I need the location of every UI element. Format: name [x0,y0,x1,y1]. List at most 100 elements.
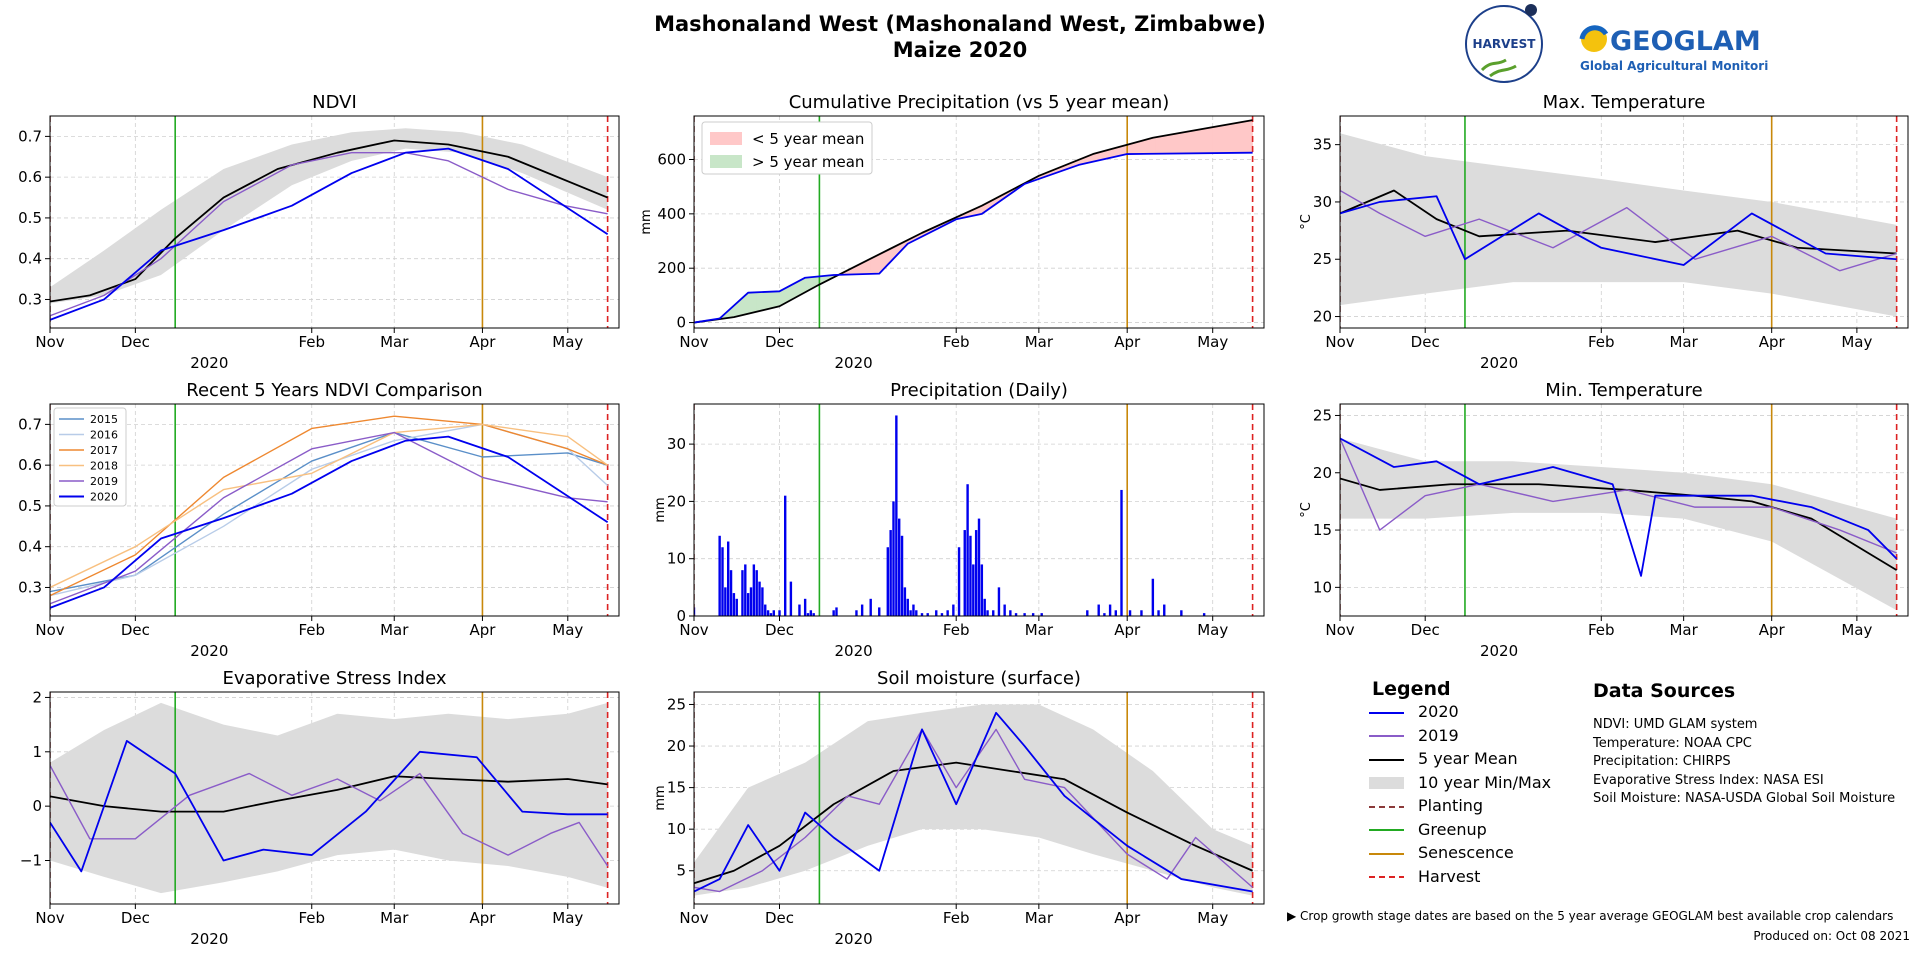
precip-bar [898,518,901,616]
legend-label: 2018 [90,460,118,473]
y-tick-label: 0.3 [18,578,42,596]
x-tick-label: Mar [1025,621,1054,639]
difference-fill [773,291,780,308]
x-tick-label: Nov [679,909,708,927]
precip-bar [903,587,907,616]
x-tick-label: Mar [1669,621,1698,639]
x-tick-label: Feb [298,621,325,639]
series-2020 [1340,195,1897,266]
x-axis-label: 2020 [190,354,228,372]
precip-bar [1151,578,1155,616]
legend-label: 2016 [90,429,118,442]
x-tick-label: Dec [121,909,150,927]
precip-bar [778,610,781,616]
chart-tmin: Nov Dec Feb Mar Apr May 10 15 20 25 Min. Temperatu… [1299,380,1909,660]
legend-swatch [1369,777,1404,790]
x-axis-label: 2020 [1480,354,1518,372]
precip-bar [694,607,696,616]
precip-bar [1163,604,1166,616]
legend-item-planting: Planting [1368,794,1628,818]
x-tick-label: Feb [943,909,970,927]
legend-item-10-year-min-max: 10 year Min/Max [1368,771,1628,795]
precip-bar [755,570,758,616]
precip-bar [889,530,892,616]
y-tick-label: 0.4 [18,538,42,556]
x-tick-label: May [1197,621,1228,639]
x-tick-label: Dec [1411,333,1440,351]
y-tick-label: 20 [1313,308,1332,326]
x-axis-label: 2020 [835,642,873,660]
plot-frame [1339,403,1909,617]
precip-bar [892,501,895,616]
x-tick-label: Mar [380,621,409,639]
difference-fill [745,292,752,315]
precip-bar [789,581,793,616]
plot-area [694,404,1264,616]
difference-fill [1212,125,1219,154]
produced-on: Produced on: Oct 08 2021 [1753,929,1910,943]
precip-bar [855,610,858,616]
precip-bar [860,604,864,616]
x-axis-label: 2020 [835,930,873,948]
report-title: Mashonaland West (Mashonaland West, Zimb… [654,12,1266,36]
precip-bar [963,530,966,616]
plot-frame [693,403,1265,617]
data-source-line: NDVI: UMD GLAM system [1593,717,1758,732]
y-tick-label: 0.7 [18,127,42,145]
precip-bar [766,610,770,616]
difference-fill [1229,122,1236,154]
legend-swatch [1369,735,1404,738]
precip-bar [812,613,815,616]
precip-bar [749,587,753,616]
plot-area [1340,404,1908,616]
precip-bar [798,604,801,616]
legend-swatch [1369,711,1404,714]
precip-bar [878,607,881,616]
precip-bar [832,610,835,616]
plot-frame [693,691,1265,905]
y-tick-label: 400 [657,205,686,223]
precip-bar [1128,610,1132,616]
x-tick-label: Mar [1669,333,1698,351]
series-5-year-mean [1340,189,1897,255]
data-sources: Data Sources NDVI: UMD GLAM system Temper… [1593,680,1913,809]
y-tick-label: 0.6 [18,168,42,186]
precip-bar [772,610,775,616]
precip-bar [869,598,872,616]
data-source-line: Soil Moisture: NASA-USDA Global Soil Moi… [1593,791,1896,806]
minmax-band [694,704,1253,896]
precip-bar [926,613,929,616]
y-tick-label: 25 [1313,406,1332,424]
x-tick-label: Dec [765,909,794,927]
x-tick-label: Nov [35,621,64,639]
precip-bar [909,610,912,616]
precip-bar [900,535,904,616]
plot-area [694,116,1264,328]
series-2019 [1340,438,1897,554]
y-tick-label: 0 [32,797,42,815]
legend-item-label: Planting [1418,796,1484,816]
y-tick-label: 30 [1313,193,1332,211]
legend-item-5-year-mean: 5 year Mean [1368,747,1628,771]
legend-swatch [710,155,742,168]
difference-fill [1218,124,1225,154]
series-2020 [1340,437,1898,577]
legend-item-2019: 2019 [1368,724,1628,748]
chart-title: Precipitation (Daily) [890,380,1068,401]
precip-bar [746,593,750,616]
precip-bar [729,570,733,616]
plot-frame [49,115,620,329]
precip-bar [1014,613,1018,616]
x-tick-label: Nov [35,333,64,351]
precip-bar [835,607,838,616]
legend-item-label: 5 year Mean [1418,749,1518,769]
legend-item-label: Senescence [1418,843,1514,863]
plot-area [694,692,1264,904]
legend-swatch [710,132,742,145]
chart-title: Max. Temperature [1543,92,1706,113]
data-sources-lines: NDVI: UMD GLAM system Temperature: NOAA C… [1593,716,1913,809]
precip-bar [1003,604,1006,616]
x-axis-label: 2020 [835,354,873,372]
data-source-line: Temperature: NOAA CPC [1593,735,1752,751]
precip-bar [952,604,955,616]
